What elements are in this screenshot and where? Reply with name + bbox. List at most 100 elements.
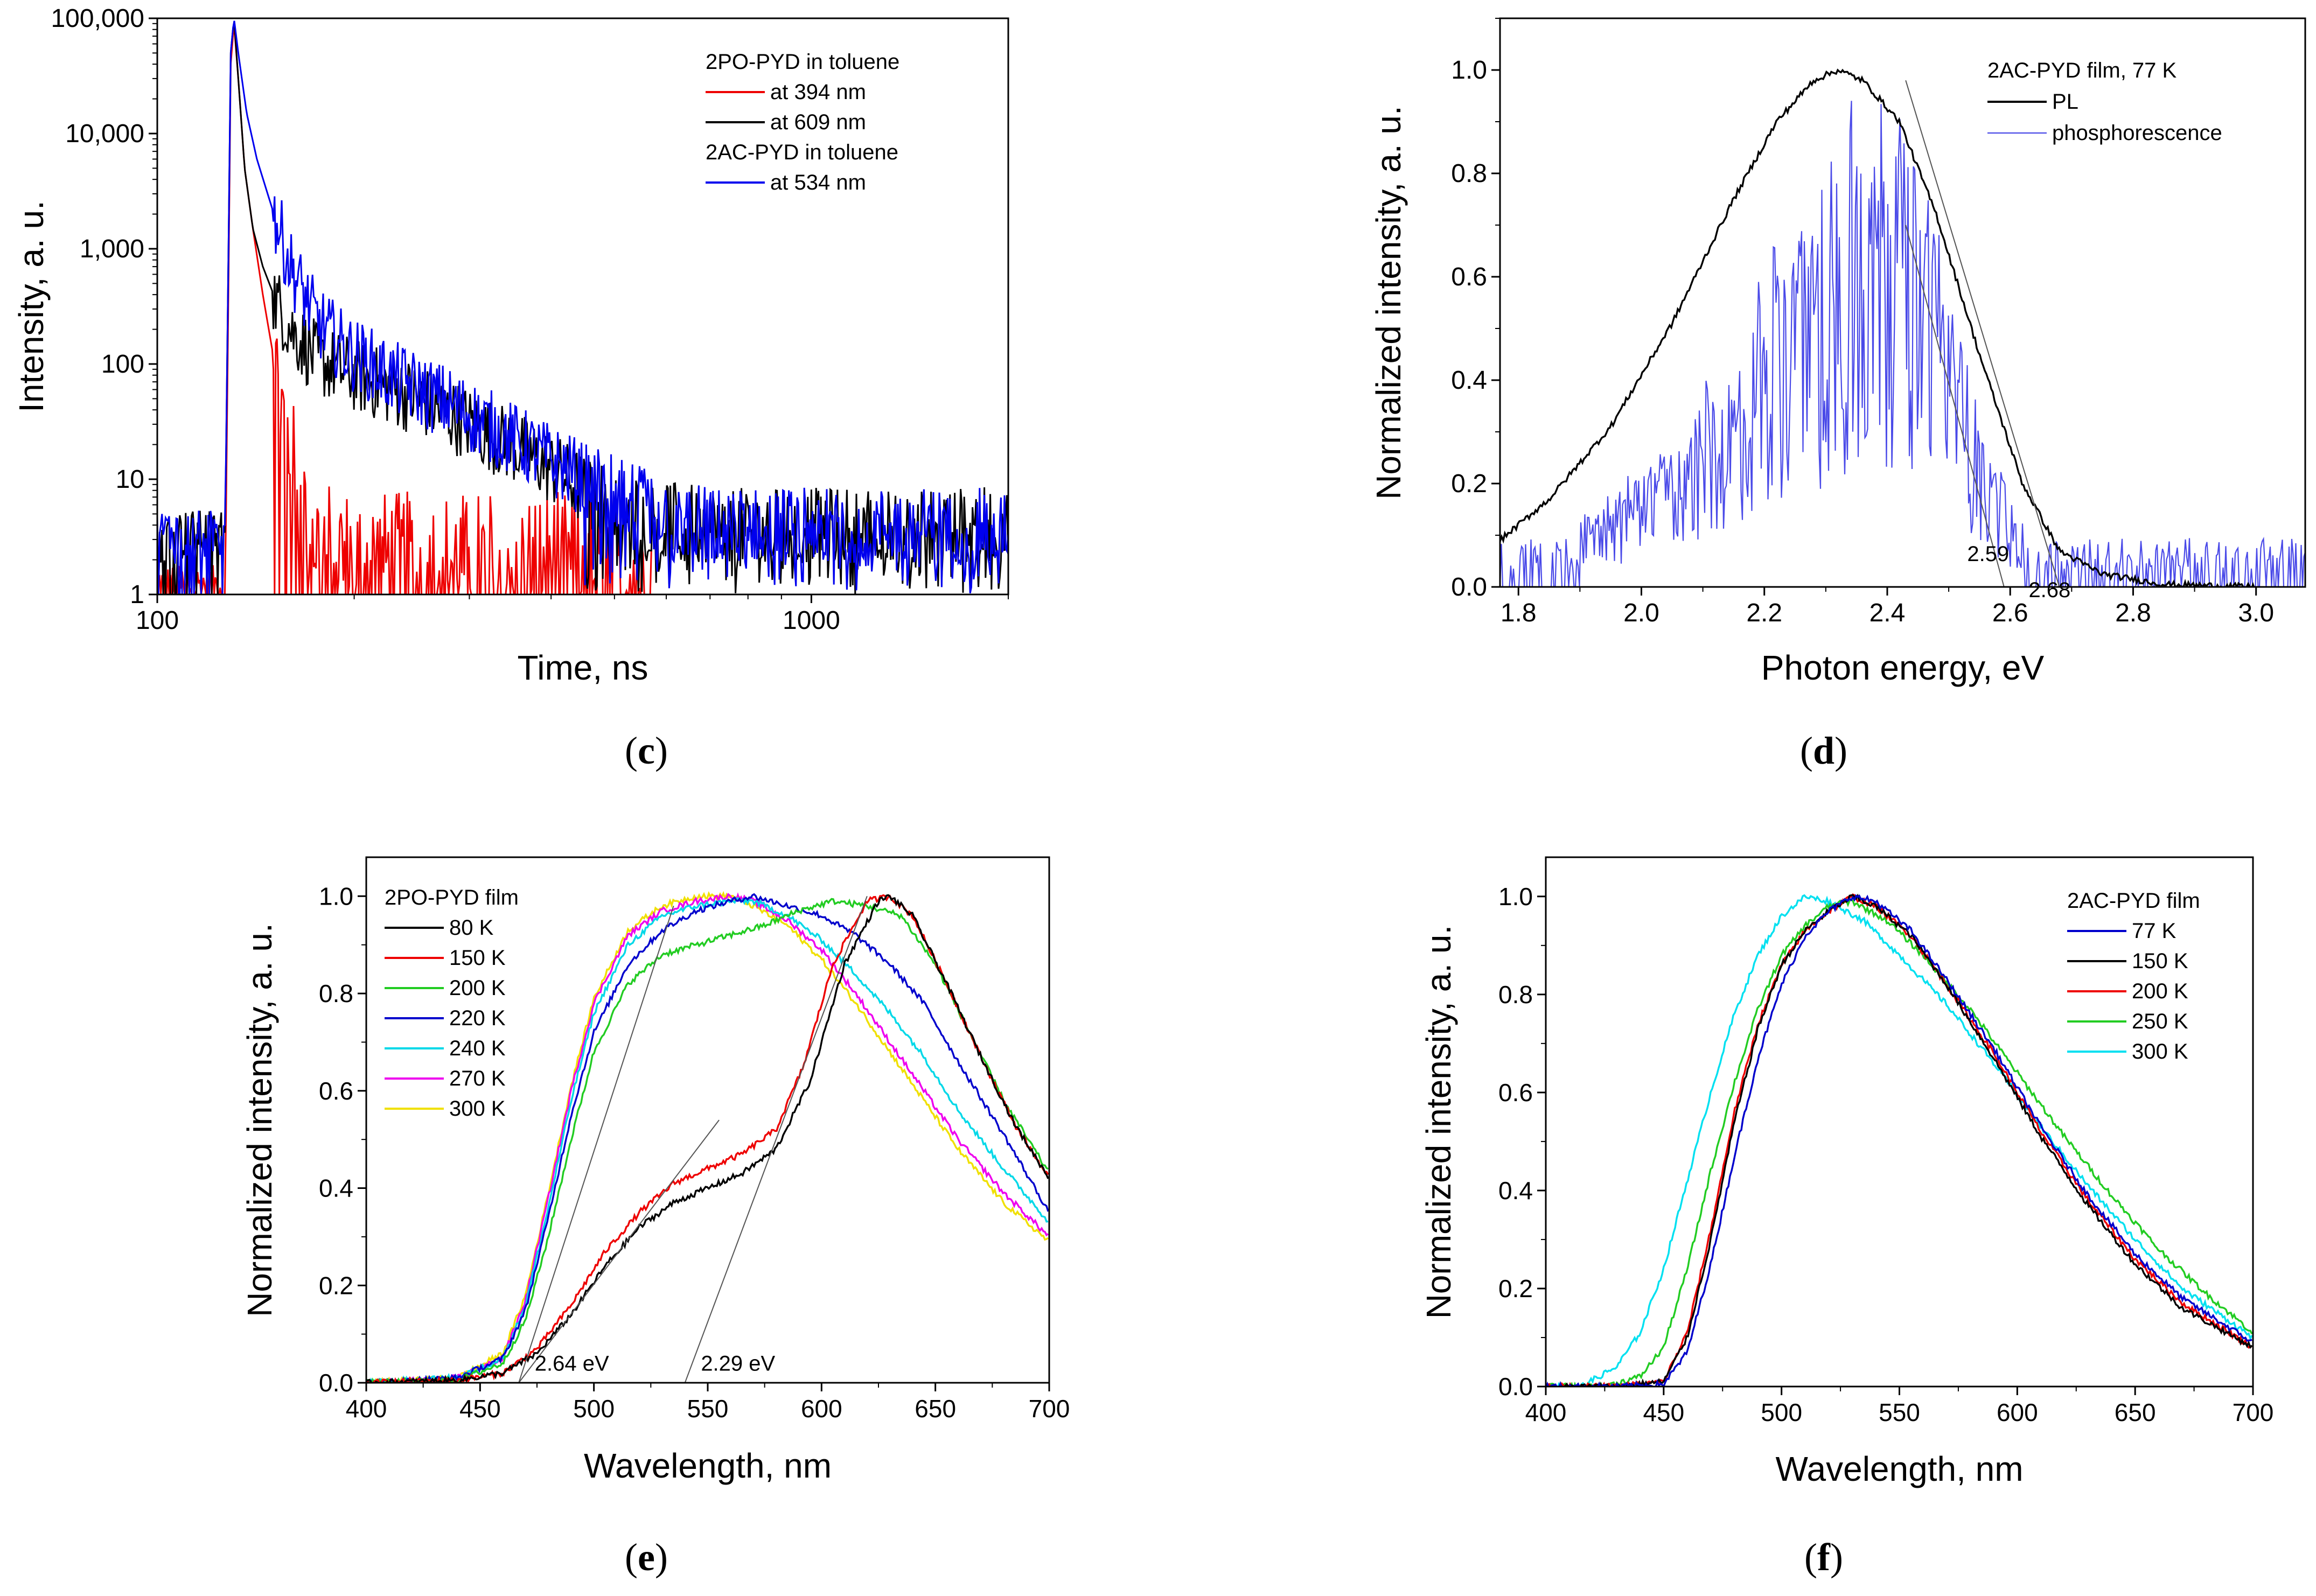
panel-e-open: ( bbox=[625, 1536, 638, 1579]
chart-d-ytick-label: 0.4 bbox=[1451, 366, 1487, 395]
chart-c-series-at-534-nm bbox=[157, 20, 1008, 594]
chart-f-2ac-pyd-wavelength: 400 450 500 550 600 650 7000.00.20.40.60.81.0 … bbox=[1419, 856, 2274, 1488]
chart-e-annotation: 2.64 eV bbox=[535, 1352, 609, 1375]
chart-d-legend-label: phosphorescence bbox=[2052, 121, 2222, 145]
chart-c-ytick-label: 100 bbox=[101, 350, 144, 379]
chart-d-frame bbox=[1499, 17, 2306, 588]
chart-e-ytick-label: 0.0 bbox=[319, 1369, 353, 1397]
panel-label-d: (d) bbox=[1800, 729, 1847, 772]
chart-d-xlabel: Photon energy, eV bbox=[1761, 648, 2045, 687]
chart-c-xlabel: Time, ns bbox=[518, 648, 648, 687]
chart-e-series-200-k bbox=[366, 898, 1049, 1383]
chart-c-legend-label: at 534 nm bbox=[770, 171, 866, 194]
chart-c-ytick-label: 1 bbox=[130, 580, 144, 609]
svg-text:(c): (c) bbox=[625, 729, 668, 772]
chart-d-xtick-label: 2.4 bbox=[1869, 599, 1906, 627]
chart-e-ylabel: Normalized intensity, a. u. bbox=[240, 923, 279, 1317]
chart-e-2po-pyd-wavelength: 400 450 500 550 600 650 7000.00.20.40.60.81.0 … bbox=[240, 856, 1070, 1485]
chart-e-series-80-k bbox=[366, 894, 1049, 1383]
chart-f-ytick-label: 1.0 bbox=[1498, 883, 1533, 911]
panel-label-c: (c) bbox=[625, 729, 668, 772]
chart-c-time-decay: 100 1000 1 10 100 1,000 10,000 100,000 2PO-PYD … bbox=[12, 4, 1009, 687]
chart-d-ytick-label: 0.2 bbox=[1451, 470, 1487, 498]
chart-d-ylabel: Normalized intensity, a. u. bbox=[1369, 106, 1408, 500]
chart-f-series-250-k bbox=[1546, 899, 2253, 1387]
chart-f-xtick-label: 550 bbox=[1879, 1398, 1920, 1426]
chart-d-xtick-label: 2.0 bbox=[1623, 599, 1659, 627]
chart-f-series-300-k bbox=[1546, 894, 2253, 1387]
chart-f-xlabel: Wavelength, nm bbox=[1775, 1450, 2023, 1488]
chart-c-legend-header: 2AC-PYD in toluene bbox=[706, 141, 898, 164]
chart-f-xtick-label: 500 bbox=[1761, 1398, 1802, 1426]
chart-d-ytick-label: 0.0 bbox=[1451, 573, 1487, 601]
panel-label-e: (e) bbox=[625, 1536, 668, 1579]
chart-f-xtick-label: 400 bbox=[1525, 1398, 1567, 1426]
chart-c-ytick-label: 10 bbox=[116, 465, 144, 494]
panel-f-open: ( bbox=[1804, 1536, 1817, 1579]
chart-c-ylabel: Intensity, a. u. bbox=[12, 200, 51, 412]
chart-f-ytick-label: 0.2 bbox=[1498, 1275, 1533, 1303]
chart-f-xtick-label: 450 bbox=[1643, 1398, 1684, 1426]
chart-e-annotation: 2.29 eV bbox=[701, 1352, 775, 1375]
chart-e-legend-header: 2PO-PYD film bbox=[385, 886, 519, 909]
chart-d-annotation: 2.59 bbox=[1967, 542, 2009, 566]
chart-f-series-150-k bbox=[1546, 893, 2253, 1387]
panel-c-open: ( bbox=[625, 729, 638, 772]
chart-f-xtick-label: 600 bbox=[1997, 1398, 2038, 1426]
chart-e-series-220-k bbox=[366, 893, 1049, 1383]
chart-f-ylabel: Normalized intensity, a. u. bbox=[1419, 925, 1458, 1319]
chart-d-photon-energy: 1.8 2.0 2.2 2.4 2.6 2.8 3.00.00.20.40.60.81.0 … bbox=[1369, 17, 2306, 687]
svg-text:(f): (f) bbox=[1804, 1536, 1843, 1579]
chart-d-xtick-label: 1.8 bbox=[1501, 599, 1537, 627]
chart-d-annotation: 2.68 bbox=[2028, 578, 2070, 602]
chart-f-ytick-label: 0.0 bbox=[1498, 1373, 1533, 1401]
chart-d-ytick-label: 0.6 bbox=[1451, 263, 1487, 291]
chart-c-legend-header: 2PO-PYD in toluene bbox=[706, 50, 899, 74]
chart-f-ytick-label: 0.4 bbox=[1498, 1177, 1533, 1205]
chart-c-ytick-label: 1,000 bbox=[80, 235, 144, 263]
chart-e-xlabel: Wavelength, nm bbox=[584, 1446, 832, 1485]
panel-f-close: ) bbox=[1830, 1536, 1843, 1579]
panel-c-close: ) bbox=[655, 729, 668, 772]
panel-e-letter: e bbox=[638, 1536, 655, 1579]
chart-d-xtick-label: 2.8 bbox=[2115, 599, 2151, 627]
chart-e-ytick-label: 0.2 bbox=[319, 1271, 353, 1299]
chart-d-ytick-label: 0.8 bbox=[1451, 159, 1487, 188]
chart-d-xtick-label: 3.0 bbox=[2238, 599, 2274, 627]
chart-f-legend-label: 300 K bbox=[2132, 1040, 2188, 1063]
chart-e-ytick-label: 1.0 bbox=[319, 882, 353, 910]
chart-e-legend-label: 150 K bbox=[449, 946, 506, 970]
chart-c-legend-label: at 394 nm bbox=[770, 80, 866, 104]
chart-c-frame bbox=[156, 17, 1009, 596]
chart-e-xtick-label: 650 bbox=[915, 1395, 956, 1423]
panel-d-open: ( bbox=[1800, 729, 1813, 772]
panel-f-letter: f bbox=[1817, 1536, 1831, 1579]
chart-f-xtick-label: 700 bbox=[2233, 1398, 2274, 1426]
panel-e-close: ) bbox=[655, 1536, 668, 1579]
chart-f-ytick-label: 0.8 bbox=[1498, 981, 1533, 1009]
chart-c-xtick-label: 100 bbox=[136, 606, 179, 635]
chart-e-ytick-label: 0.4 bbox=[319, 1174, 353, 1202]
svg-text:(e): (e) bbox=[625, 1536, 668, 1579]
chart-e-tangent-line-2 bbox=[518, 1119, 720, 1383]
chart-c-legend-label: at 609 nm bbox=[770, 110, 866, 134]
chart-d-series-phosphorescence bbox=[1500, 101, 2305, 587]
chart-e-tangent-line-1 bbox=[518, 906, 674, 1383]
chart-f-legend-label: 77 K bbox=[2132, 919, 2177, 943]
chart-e-tangent-line-3 bbox=[684, 895, 868, 1383]
chart-f-legend-label: 150 K bbox=[2132, 949, 2188, 973]
chart-e-xtick-label: 450 bbox=[459, 1395, 501, 1423]
chart-d-xtick-label: 2.2 bbox=[1746, 599, 1782, 627]
chart-e-xtick-label: 500 bbox=[573, 1395, 615, 1423]
chart-d-ytick-label: 1.0 bbox=[1451, 56, 1487, 85]
chart-f-ytick-label: 0.6 bbox=[1498, 1079, 1533, 1107]
panel-d-letter: d bbox=[1813, 729, 1834, 772]
chart-f-xtick-label: 650 bbox=[2115, 1398, 2156, 1426]
panel-c-letter: c bbox=[638, 729, 655, 772]
chart-d-xtick-label: 2.6 bbox=[1992, 599, 2028, 627]
chart-e-legend-label: 200 K bbox=[449, 976, 506, 1000]
panel-label-f: (f) bbox=[1804, 1536, 1843, 1579]
chart-d-tangent-line-1 bbox=[1905, 80, 2060, 587]
